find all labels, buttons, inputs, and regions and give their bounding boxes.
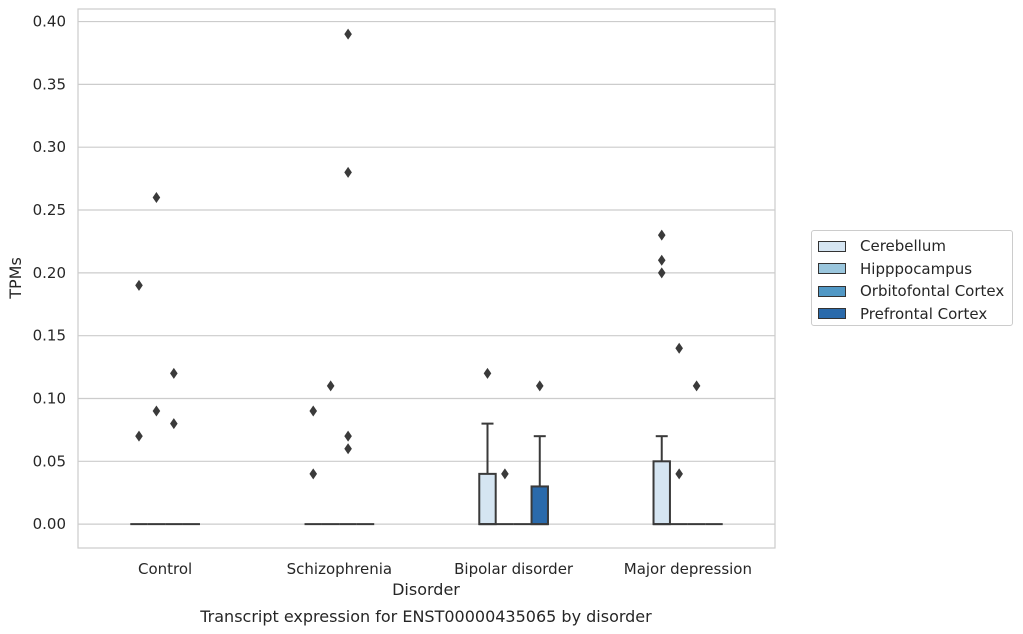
legend-item: Orbitofontal Cortex <box>818 280 1012 303</box>
box-cerebellum <box>304 405 322 526</box>
x-tick-label: Schizophrenia <box>287 560 392 578</box>
box-hipppocampus <box>147 191 166 526</box>
box-prefrontal-cortex <box>530 380 549 526</box>
outlier-point <box>483 367 492 379</box>
x-axis-title: Disorder <box>392 580 460 599</box>
x-tick-label: Control <box>138 560 192 578</box>
legend-label: Orbitofontal Cortex <box>860 282 1005 301</box>
y-tick-labels: 0.00 0.05 0.10 0.15 0.20 0.25 0.30 0.35 0.40 <box>33 13 66 534</box>
x-tick-label: Bipolar disorder <box>454 560 574 578</box>
legend-label: Prefrontal Cortex <box>860 304 988 323</box>
outlier-point <box>170 418 178 430</box>
y-tick-label: 0.05 <box>33 452 66 470</box>
outlier-point <box>692 380 701 392</box>
legend: Cerebellum Hipppocampus Orbitofontal Corte… <box>811 230 1013 326</box>
legend-swatch <box>818 240 846 252</box>
plot-area-border <box>77 8 776 549</box>
legend-swatch <box>818 308 846 320</box>
box-orbitofontal-cortex <box>339 28 357 526</box>
y-tick-label: 0.40 <box>33 13 66 31</box>
y-tick-label: 0.20 <box>33 264 66 282</box>
legend-label: Cerebellum <box>860 237 946 256</box>
legend-swatch <box>818 285 846 297</box>
outlier-point <box>344 28 352 40</box>
outlier-point <box>152 191 161 203</box>
y-tick-label: 0.30 <box>33 138 66 156</box>
boxes <box>130 28 723 526</box>
legend-item: Prefrontal Cortex <box>818 303 1012 326</box>
box-body <box>530 485 549 526</box>
outlier-point <box>657 267 666 279</box>
y-axis-title: TPMs <box>6 257 25 300</box>
outlier-point <box>657 229 666 241</box>
outlier-point <box>675 342 683 354</box>
y-tick-label: 0.00 <box>33 515 66 533</box>
box-body <box>652 460 671 526</box>
outlier-point <box>309 405 318 417</box>
box-orbitofontal-cortex <box>687 380 706 526</box>
box-cerebellum <box>652 229 671 526</box>
outlier-point <box>675 468 683 480</box>
outlier-point <box>535 380 544 392</box>
x-tick-label: Major depression <box>624 560 752 578</box>
outlier-point <box>170 367 178 379</box>
y-tick-label: 0.10 <box>33 389 66 407</box>
y-tick-label: 0.25 <box>33 201 66 219</box>
box-cerebellum <box>478 367 497 526</box>
box-cerebellum <box>130 279 148 526</box>
outlier-point <box>344 166 352 178</box>
outlier-point <box>501 468 509 480</box>
chart-title: Transcript expression for ENST0000043506… <box>199 607 652 626</box>
legend-swatch <box>818 263 846 275</box>
box-body <box>478 472 497 526</box>
x-tick-labels: Control Schizophrenia Bipolar disorder Majo… <box>138 560 752 578</box>
legend-label: Hipppocampus <box>860 259 973 278</box>
box-orbitofontal-cortex <box>165 367 183 526</box>
y-tick-label: 0.35 <box>33 75 66 93</box>
outlier-point <box>657 254 666 266</box>
outlier-point <box>326 380 335 392</box>
box-hipppocampus <box>496 468 514 526</box>
legend-item: Hipppocampus <box>818 258 1012 281</box>
outlier-point <box>135 430 143 442</box>
box-hipppocampus <box>670 342 688 526</box>
box-hipppocampus <box>321 380 340 526</box>
outlier-point <box>344 443 352 455</box>
outlier-point <box>135 279 143 291</box>
outlier-point <box>309 468 318 480</box>
legend-item: Cerebellum <box>818 235 1012 258</box>
outlier-point <box>344 430 352 442</box>
y-tick-label: 0.15 <box>33 327 66 345</box>
outlier-point <box>152 405 161 417</box>
